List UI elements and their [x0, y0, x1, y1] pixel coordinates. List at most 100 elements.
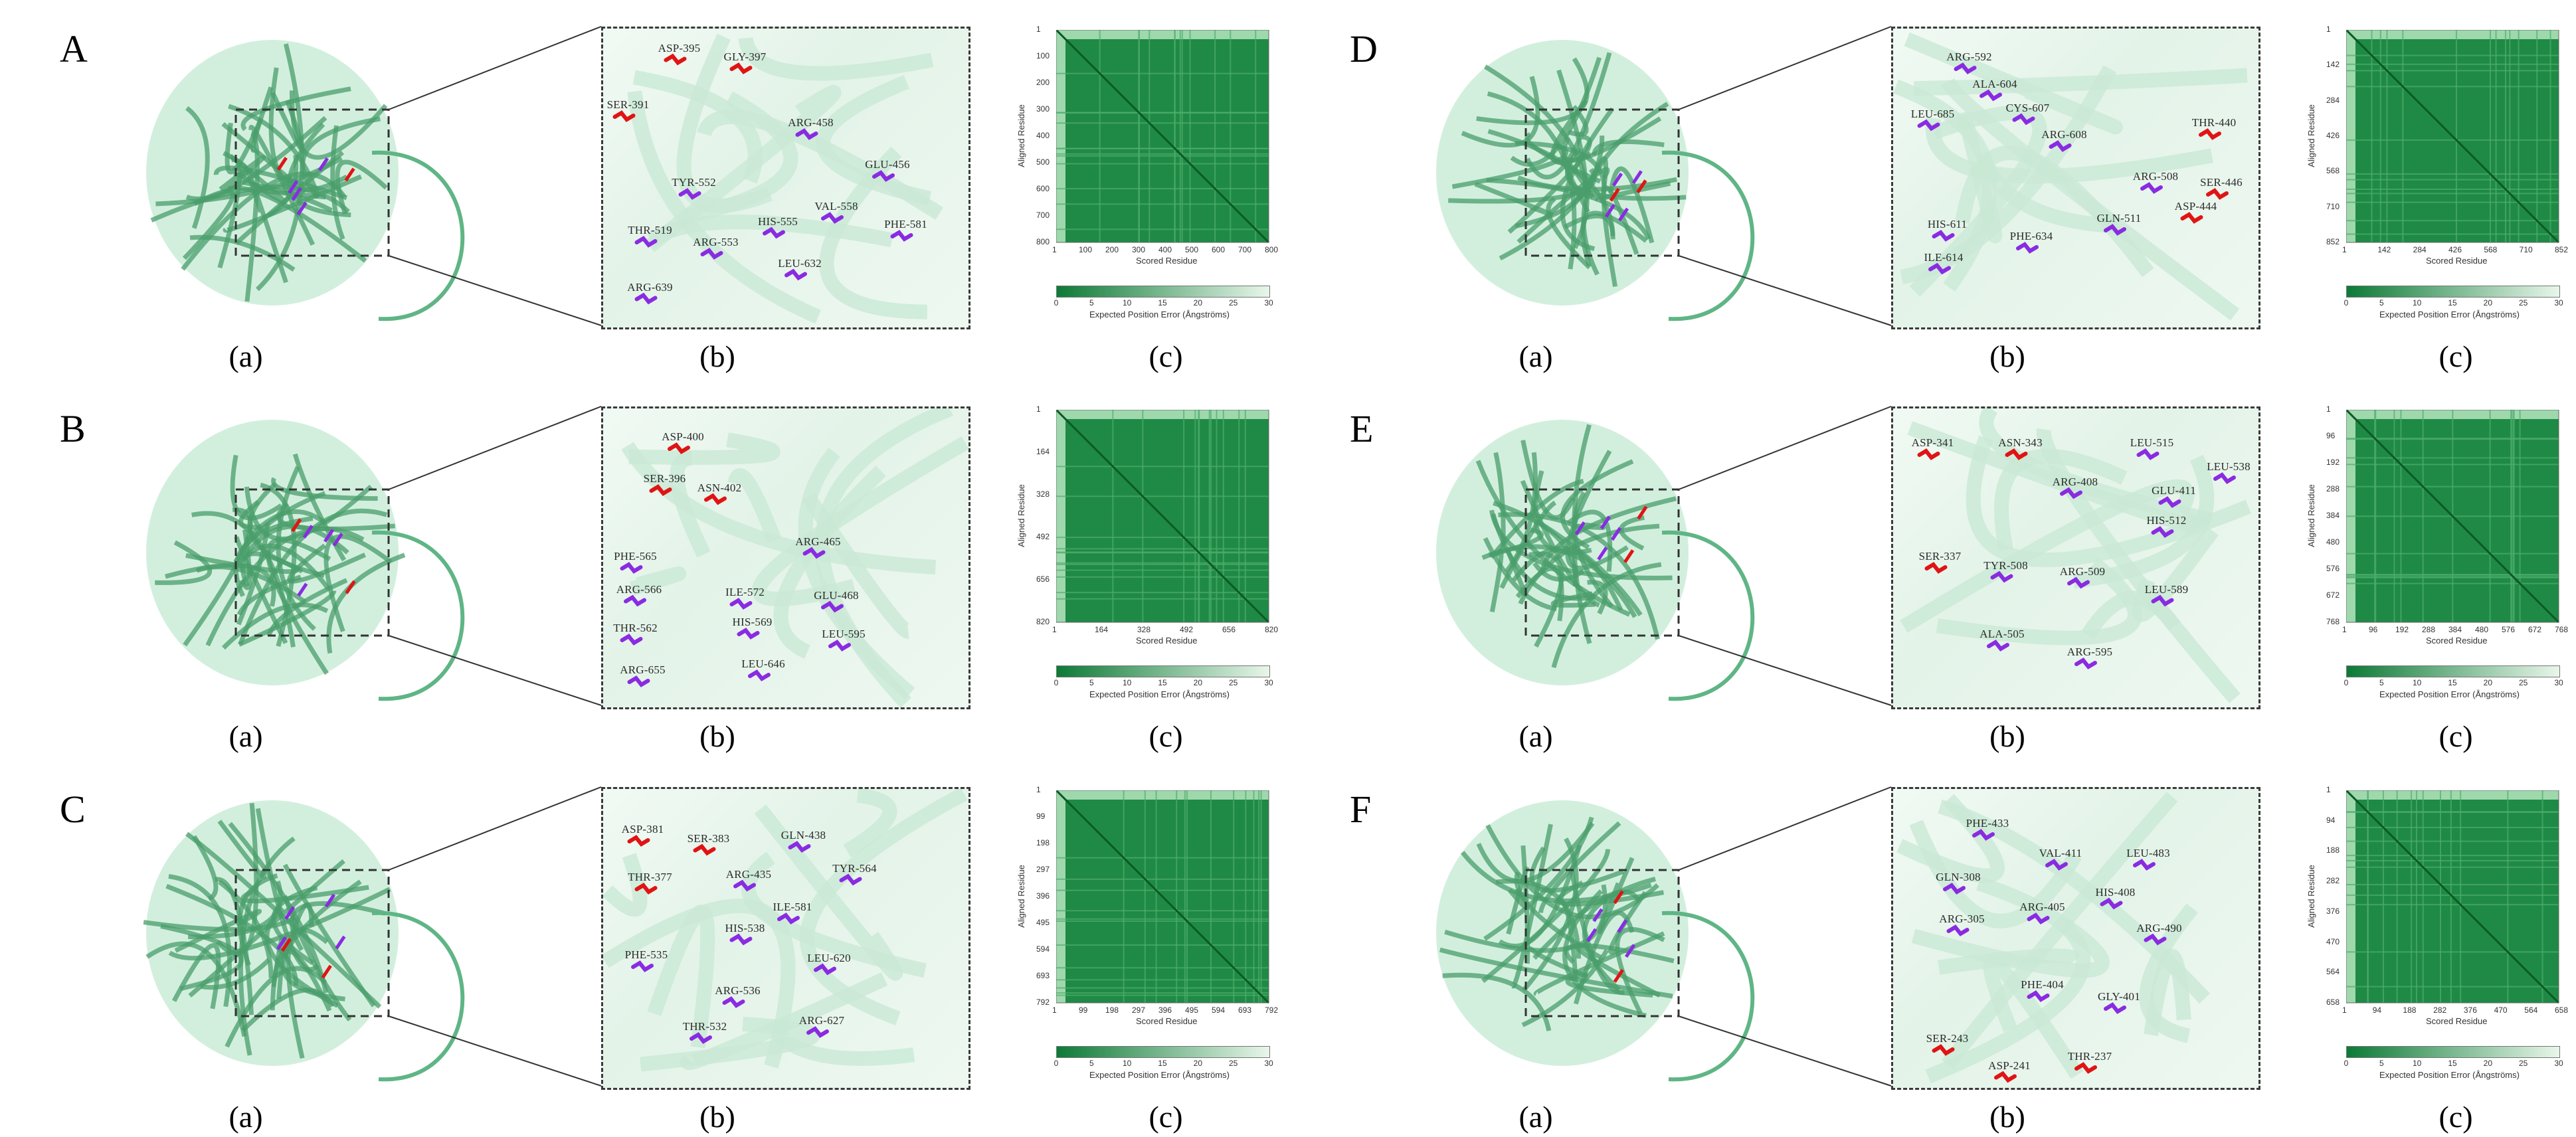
panel-a-heatmap-stripe: [1179, 30, 1181, 242]
panel-f-heatmap-stripe: [2346, 883, 2559, 885]
panel-a-colorbar-tick: 10: [1122, 298, 1132, 307]
panel-a-residue-label: HIS-555: [758, 215, 798, 228]
panel-e-residue-stick: [1924, 562, 1948, 574]
panel-b-heatmap-band: [1056, 410, 1269, 419]
panel-c-helix: [225, 966, 327, 1048]
panel-b-heatmap-stripe: [1198, 410, 1200, 622]
panel-a-heatmap-stripe: [1181, 30, 1183, 242]
panel-e-pae-heatmap: [2346, 410, 2560, 624]
panel-e-x-tick: 576: [2502, 625, 2516, 634]
panel-c-colorbar-tick: 25: [1228, 1059, 1238, 1068]
panel-e-residue-label: LEU-589: [2144, 582, 2189, 596]
panel-a-letter: A: [60, 27, 88, 70]
panel-c-heatmap-stripe: [1056, 918, 1269, 920]
panel-b-residue-stick: [620, 634, 643, 646]
panel-b-ligand-mark: [297, 582, 308, 597]
panel-a-helix: [181, 171, 347, 271]
panel-b-sublabel-a: (a): [229, 719, 263, 753]
panel-c-heatmap-stripe: [1233, 790, 1235, 1003]
panel-d-helix: [1499, 135, 1605, 261]
panel-e-helix: [1475, 460, 1631, 617]
panel-a-heatmap-stripe: [1189, 30, 1191, 242]
panel-e-ligand-mark: [1637, 505, 1648, 520]
panel-b-residue-label: ARG-465: [795, 535, 841, 548]
panel-f-residue-stick: [1994, 1071, 2017, 1083]
panel-b-x-axis-title: Scored Residue: [1136, 636, 1198, 646]
panel-e-residue-label: HIS-512: [2146, 514, 2187, 527]
panel-e-residue-label: ARG-595: [2067, 646, 2113, 658]
panel-f-heatmap-stripe: [2367, 790, 2369, 1003]
panel-c-residue-label: TYR-564: [832, 861, 877, 875]
panel-c-residue-label: ILE-581: [773, 901, 812, 913]
panel-c-heatmap-stripe: [1210, 790, 1212, 1003]
panel-f-residue-label: GLY-401: [2098, 990, 2140, 1003]
panel-e-residue-stick: [2151, 594, 2174, 607]
panel-c-residue-label: PHE-535: [624, 948, 668, 961]
panel-e-x-tick: 672: [2528, 625, 2542, 634]
panel-c-y-axis-title: Aligned Residue: [1016, 865, 1026, 928]
panel-d-x-tick: 1: [2342, 245, 2347, 254]
panel-c-helix: [145, 941, 247, 1037]
panel-c-helix: [200, 958, 271, 990]
panel-c-helix: [188, 880, 283, 940]
panel-f-helix: [1565, 971, 1653, 998]
panel-f-heatmap-stripe: [2415, 790, 2417, 1003]
panel-b-y-tick: 492: [1036, 532, 1050, 541]
panel-d-protein-surface: [1436, 40, 1689, 306]
panel-f-y-tick: 282: [2326, 876, 2340, 886]
panel-f-residue-stick: [2100, 897, 2123, 910]
panel-d-residue-label: ASP-444: [2174, 200, 2217, 213]
panel-d-helix: [1556, 69, 1588, 201]
panel-a-helix: [250, 86, 274, 153]
panel-e-helix: [1565, 450, 1629, 570]
panel-b-helix: [247, 481, 325, 578]
panel-d-helix: [1567, 105, 1589, 137]
panel-e-protein-surface: [1436, 420, 1689, 685]
panel-f-ligand-mark: [1613, 890, 1624, 905]
panel-a-y-tick: 400: [1036, 131, 1050, 140]
panel-d-helix: [1474, 181, 1554, 217]
panel-d-connector-top: [1678, 26, 1892, 110]
panel-f-helix: [1442, 972, 1552, 1031]
panel-a-helix: [255, 43, 305, 292]
panel-b-heatmap-diagonal: [1056, 410, 1270, 624]
panel-e-helix: [1571, 424, 1592, 644]
panel-e-helix: [1498, 512, 1660, 640]
panel-e-helix: [1491, 513, 1596, 601]
panel-a-residue-label: ARG-553: [693, 236, 739, 248]
panel-e-helix: [1520, 440, 1576, 520]
panel-e-residue-label: ARG-509: [2059, 565, 2106, 578]
panel-e-residue-label: ALA-505: [1979, 628, 2025, 640]
panel-d-colorbar-tick: 25: [2518, 298, 2528, 307]
panel-c-helix: [228, 822, 329, 994]
panel-a-helix: [290, 90, 388, 160]
panel-a-x-tick: 200: [1105, 245, 1119, 254]
panel-c-colorbar-tick: 30: [1264, 1059, 1273, 1068]
panel-b-background-ribbon: [629, 566, 686, 596]
panel-a-helix: [217, 157, 242, 269]
panel-c-sublabel-c: (c): [1149, 1100, 1183, 1134]
panel-c-heatmap-stripe: [1056, 979, 1269, 981]
panel-c-sublabel-b: (b): [699, 1100, 735, 1134]
panel-d-heatmap-stripe: [2509, 30, 2511, 242]
panel-f-pae-heatmap: [2346, 790, 2560, 1004]
panel-a-ligand-mark: [276, 157, 288, 171]
panel-b-heatmap-stripe: [1056, 552, 1269, 554]
panel-a-helix: [225, 118, 264, 175]
panel-f-ligand-mark: [1613, 969, 1624, 983]
panel-c-helix: [165, 883, 298, 986]
panel-f-residue-stick: [1972, 829, 1995, 841]
panel-b-helix: [238, 499, 261, 530]
panel-c-x-tick: 99: [1079, 1006, 1088, 1015]
panel-b-ligand-mark: [345, 580, 356, 594]
panel-d-residue-label: PHE-634: [2009, 230, 2053, 242]
panel-a-heatmap-stripe: [1230, 30, 1232, 242]
panel-d-heatmap-stripe: [2455, 30, 2457, 242]
panel-a-connector-top: [388, 26, 602, 110]
panel-f-heatmap-stripe: [2346, 866, 2559, 868]
panel-c-x-tick: 495: [1185, 1006, 1199, 1015]
panel-b-residue-label: LEU-595: [822, 628, 866, 640]
panel-b-x-tick: 1: [1052, 625, 1057, 634]
panel-d-y-tick: 142: [2326, 60, 2340, 70]
panel-b-helix: [239, 529, 252, 590]
